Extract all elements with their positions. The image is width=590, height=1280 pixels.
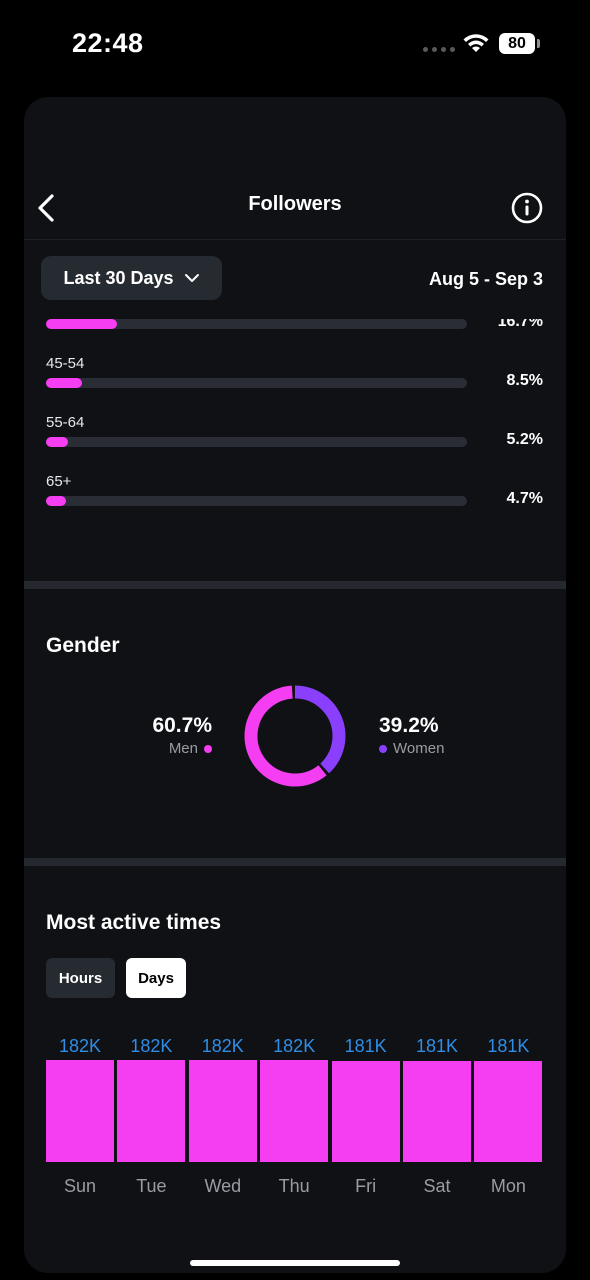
age-percent: 4.7% (506, 490, 543, 507)
men-legend: Men (152, 740, 212, 757)
day-bar (260, 1060, 329, 1162)
age-bar-track (46, 319, 467, 329)
active-days-bar-chart: 182K Sun 182K Tue 182K Wed 182K Thu 181K Fri 181K S… (46, 1030, 546, 1200)
bar-value-label: 181K (344, 1036, 387, 1056)
day-label: Tue (136, 1176, 167, 1196)
bar-value-label: 182K (273, 1036, 316, 1056)
info-circle-icon[interactable] (511, 192, 543, 224)
day-bar (46, 1060, 114, 1162)
day-label: Mon (490, 1176, 526, 1196)
age-label: 55-64 (46, 414, 85, 431)
age-range-list: 16.7% 45-54 8.5% 55-64 5.2% 65+ 4.7% (24, 319, 566, 579)
gender-women: 39.2% Women (379, 714, 444, 757)
day-label: Thu (278, 1176, 310, 1196)
gender-title: Gender (46, 634, 120, 657)
hours-toggle-button[interactable]: Hours (46, 958, 115, 998)
age-percent: 5.2% (506, 431, 543, 448)
day-label: Sun (63, 1176, 97, 1196)
bar-value-label: 182K (201, 1036, 244, 1056)
men-percent: 60.7% (152, 714, 212, 737)
signal-icon (423, 47, 455, 52)
gender-donut-chart (244, 685, 346, 787)
bar-value-label: 181K (487, 1036, 530, 1056)
wifi-icon (463, 34, 489, 52)
age-bar-fill (46, 437, 69, 447)
day-bar (188, 1060, 257, 1162)
date-range-text: Aug 5 - Sep 3 (428, 269, 543, 289)
section-divider (24, 581, 566, 589)
followers-sheet: Followers Last 30 Days Aug 5 - Sep 3 16.… (24, 97, 566, 1273)
days-toggle-button[interactable]: Days (126, 958, 186, 998)
day-label: Fri (355, 1176, 377, 1196)
donut-men-arc (244, 685, 346, 787)
gender-men: 60.7% Men (152, 714, 212, 757)
bar-value-label: 181K (415, 1036, 459, 1056)
women-legend-dot (379, 744, 387, 753)
day-bar (331, 1060, 400, 1162)
bar-value-label: 182K (130, 1036, 173, 1056)
age-bar-track (46, 437, 467, 447)
women-legend: Women (379, 740, 444, 757)
status-bar: 22:48 80 (0, 0, 590, 90)
age-label: 45-54 (46, 355, 85, 372)
chevron-left-icon[interactable] (34, 193, 58, 223)
bar-value-label: 182K (58, 1036, 102, 1056)
battery-indicator: 80 (499, 33, 535, 54)
date-range-dropdown-label: Last 30 Days (63, 267, 174, 288)
battery-tip (537, 39, 540, 48)
active-times-title: Most active times (46, 911, 222, 934)
date-range-dropdown[interactable]: Last 30 Days (41, 256, 222, 300)
age-bar-track (46, 496, 467, 506)
age-bar-fill (46, 496, 66, 506)
section-divider (24, 858, 566, 866)
age-percent: 8.5% (506, 372, 543, 389)
home-indicator (190, 1260, 400, 1266)
status-time: 22:48 (72, 28, 144, 58)
day-bar (117, 1060, 186, 1162)
women-label: Women (393, 740, 445, 757)
age-bar-fill (46, 319, 117, 329)
age-bar-fill (46, 378, 83, 388)
chevron-down-icon (184, 274, 199, 282)
day-label: Wed (204, 1176, 242, 1196)
age-label: 65+ (46, 473, 72, 490)
women-percent: 39.2% (379, 714, 439, 737)
day-bar (474, 1060, 543, 1162)
men-label: Men (168, 740, 198, 757)
page-title: Followers (248, 193, 342, 215)
age-percent: 16.7% (497, 319, 543, 330)
active-times-toggle: Hours Days (46, 958, 186, 998)
day-label: Sat (423, 1176, 451, 1196)
header-divider (24, 239, 566, 240)
donut-women-arc (244, 685, 346, 787)
men-legend-dot (204, 744, 212, 753)
age-bar-track (46, 378, 467, 388)
day-bar (403, 1060, 471, 1162)
